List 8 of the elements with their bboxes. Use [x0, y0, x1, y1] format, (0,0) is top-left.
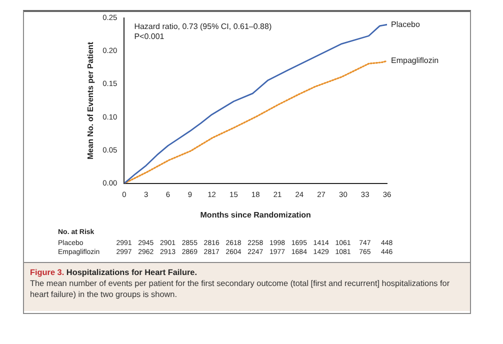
text: Figure 3. Hospitalizations for Heart Failure.: [30, 268, 197, 277]
annotation: Hazard ratio, 0.73 (95% CI, 0.61–0.88): [134, 22, 272, 32]
text: The mean number of events per patient for the first secondary outcome (total [first and recurrent] hospitalizations for heart failure) in the two groups is shown.: [30, 278, 451, 300]
x-axis-title: Months since Randomization: [200, 210, 312, 220]
annotation: P<0.001: [134, 32, 165, 42]
series-label: Placebo: [391, 20, 420, 29]
series-label: Empagliflozin: [391, 56, 439, 66]
y-axis-title: Mean No. of Events per Patient: [86, 42, 96, 160]
